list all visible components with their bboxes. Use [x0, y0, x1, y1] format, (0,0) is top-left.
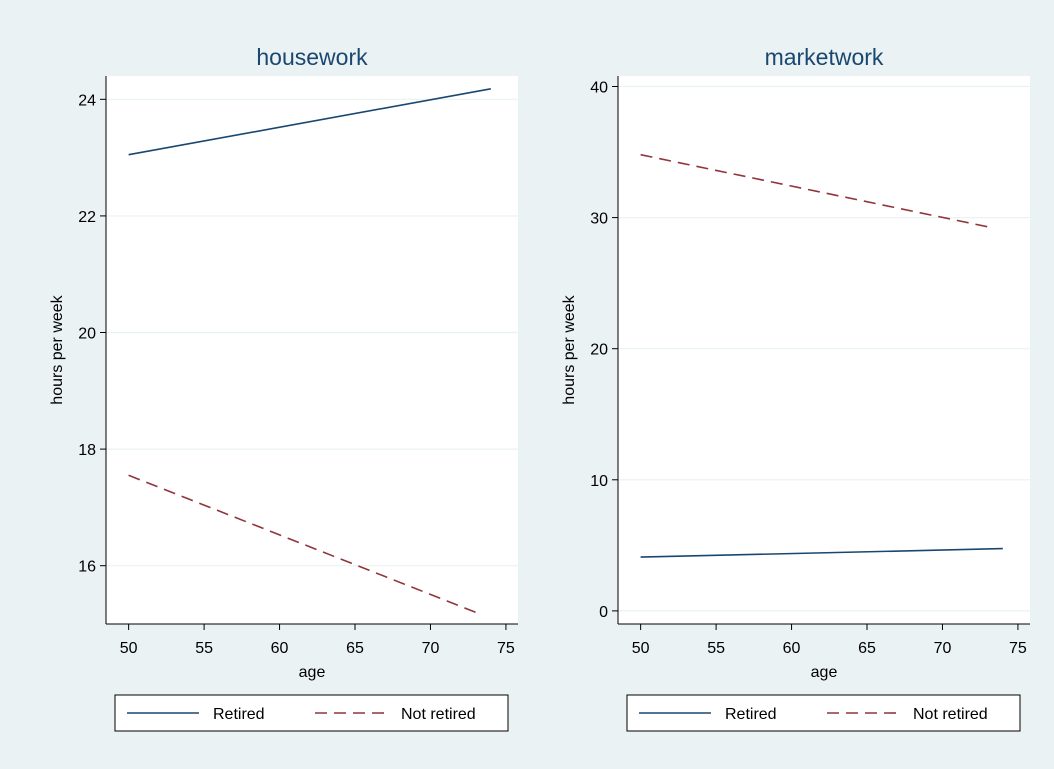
y-axis-label: hours per week [561, 294, 578, 404]
y-tick-label: 40 [590, 79, 608, 96]
y-tick-label: 16 [78, 559, 96, 576]
y-tick-label: 22 [78, 209, 96, 226]
series-line-retired [128, 88, 491, 156]
x-axis-label: age [299, 664, 326, 681]
y-tick-label: 20 [590, 342, 608, 359]
plot-area [618, 76, 1030, 624]
x-tick-label: 60 [271, 640, 289, 657]
chart-title: housework [256, 44, 368, 70]
series-line-not-retired [128, 474, 476, 614]
legend-label-retired: Retired [213, 706, 265, 723]
x-tick-label: 60 [783, 640, 801, 657]
legend-label-retired: Retired [725, 706, 777, 723]
plot-area [106, 76, 518, 624]
x-tick-label: 75 [1009, 640, 1027, 657]
y-tick-label: 10 [590, 473, 608, 490]
y-axis-label: hours per week [49, 294, 66, 404]
x-tick-label: 50 [120, 640, 138, 657]
x-tick-label: 55 [195, 640, 213, 657]
x-tick-label: 75 [497, 640, 515, 657]
series-line-not-retired [640, 153, 988, 228]
y-tick-label: 30 [590, 211, 608, 228]
chart-title: marketwork [765, 44, 884, 70]
x-tick-label: 65 [346, 640, 364, 657]
x-tick-label: 70 [934, 640, 952, 657]
legend: Retired Not retired [626, 694, 1021, 732]
y-tick-label: 20 [78, 326, 96, 343]
y-tick-label: 0 [599, 604, 608, 621]
y-tick-label: 18 [78, 442, 96, 459]
legend-label-not-retired: Not retired [401, 706, 476, 723]
x-tick-label: 70 [422, 640, 440, 657]
chart-panel-1: 16 18 20 22 24 50 55 60 65 70 75 housework hours per… [49, 44, 518, 732]
legend-label-not-retired: Not retired [913, 706, 988, 723]
chart-panel-2: 0 10 20 30 40 50 55 60 65 70 75 marketwork hours per… [561, 44, 1030, 732]
series-line-retired [640, 547, 1003, 558]
y-tick-label: 24 [78, 92, 96, 109]
x-tick-label: 65 [858, 640, 876, 657]
x-tick-label: 50 [632, 640, 650, 657]
x-axis-label: age [811, 664, 838, 681]
legend: Retired Not retired [114, 694, 509, 732]
x-tick-label: 55 [707, 640, 725, 657]
